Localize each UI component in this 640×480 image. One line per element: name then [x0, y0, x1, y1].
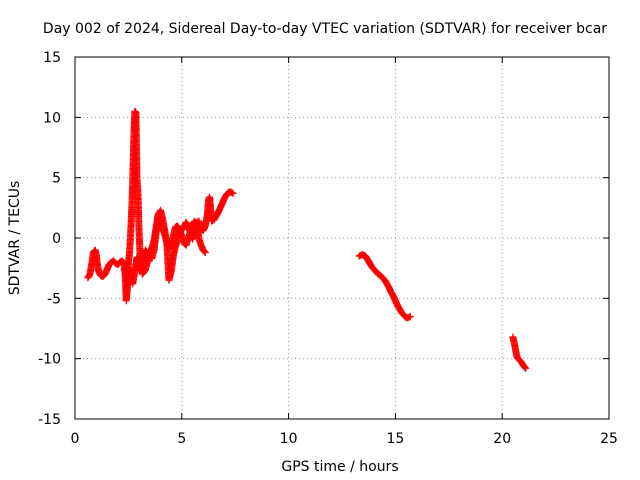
- x-tick-label: 15: [386, 431, 404, 447]
- y-tick-label: -5: [47, 291, 61, 307]
- y-tick-label: -15: [38, 412, 61, 428]
- data-point: [200, 247, 208, 255]
- y-tick-label: 15: [43, 50, 61, 66]
- x-tick-label: 10: [280, 431, 298, 447]
- chart-title: Day 002 of 2024, Sidereal Day-to-day VTE…: [43, 21, 607, 37]
- plot-axes: 0 5 10 15 20 25 -15 -10 -5 0 5 10 15: [38, 50, 618, 447]
- x-tick-label: 5: [177, 431, 186, 447]
- data-point: [405, 313, 413, 321]
- data-point: [201, 248, 209, 256]
- data-point: [522, 364, 530, 372]
- data-point: [520, 363, 528, 371]
- x-tick-label: 25: [600, 431, 618, 447]
- data-point: [228, 189, 236, 197]
- y-axis-label: SDTVAR / TECUs: [7, 181, 23, 296]
- x-axis-label: GPS time / hours: [281, 459, 398, 475]
- x-tick-label: 20: [493, 431, 511, 447]
- data-series-bcar: [84, 107, 530, 372]
- data-point: [229, 189, 237, 197]
- y-tick-label: 5: [52, 171, 61, 187]
- x-tick-label: 0: [71, 431, 80, 447]
- y-tick-label: 0: [52, 231, 61, 247]
- data-point: [201, 248, 209, 256]
- y-tick-label: 10: [43, 110, 61, 126]
- data-point: [521, 364, 529, 372]
- y-tick-label: -10: [38, 352, 61, 368]
- data-point: [406, 312, 414, 320]
